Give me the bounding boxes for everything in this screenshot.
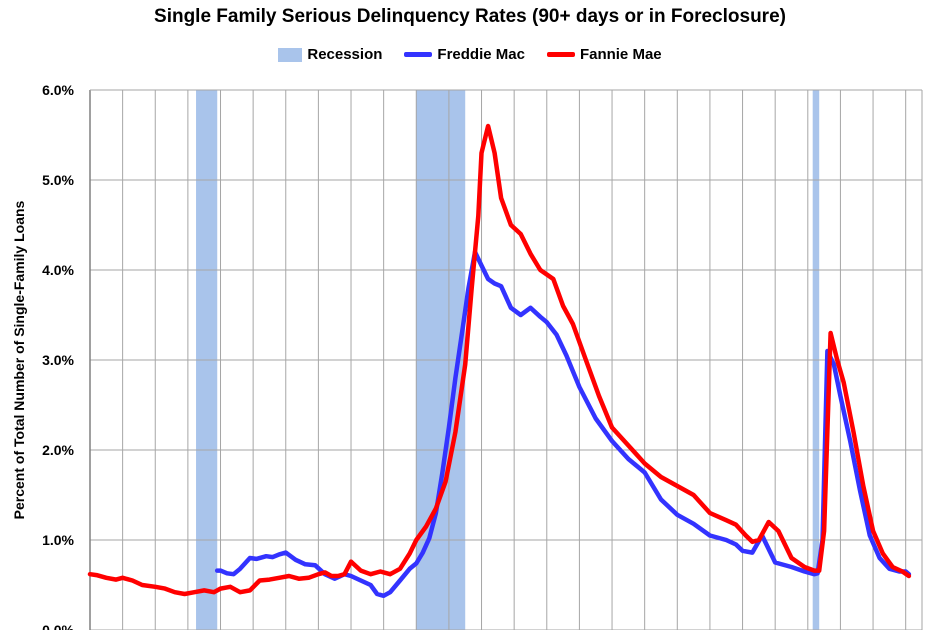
y-tick-label: 6.0% xyxy=(42,82,74,98)
series-line-fannie-mae xyxy=(87,123,912,597)
legend-swatch-freddie xyxy=(404,52,433,57)
legend: Recession Freddie Mac Fannie Mae xyxy=(0,46,940,63)
y-tick-label: 4.0% xyxy=(42,262,74,278)
legend-item-recession: Recession xyxy=(278,46,382,63)
y-tick-label: 0.0% xyxy=(42,622,74,630)
axes xyxy=(89,89,923,630)
chart-title: Single Family Serious Delinquency Rates … xyxy=(154,6,786,27)
series-lines xyxy=(87,123,912,599)
y-tick-label: 2.0% xyxy=(42,442,74,458)
legend-item-freddie: Freddie Mac xyxy=(404,46,525,63)
legend-swatch-fannie xyxy=(546,52,575,57)
y-tick-label: 1.0% xyxy=(42,532,74,548)
y-tick-label: 5.0% xyxy=(42,172,74,188)
y-tick-labels: 0.0% 1.0% 2.0% 3.0% 4.0% 5.0% 6.0% xyxy=(42,82,74,630)
series-line-freddie-mac xyxy=(214,249,912,599)
legend-item-fannie: Fannie Mae xyxy=(546,46,662,63)
legend-label-fannie: Fannie Mae xyxy=(579,46,662,63)
y-tick-label: 3.0% xyxy=(42,352,74,368)
legend-label-recession: Recession xyxy=(307,46,383,63)
legend-label-freddie: Freddie Mac xyxy=(437,46,525,63)
legend-swatch-recession xyxy=(278,47,303,62)
